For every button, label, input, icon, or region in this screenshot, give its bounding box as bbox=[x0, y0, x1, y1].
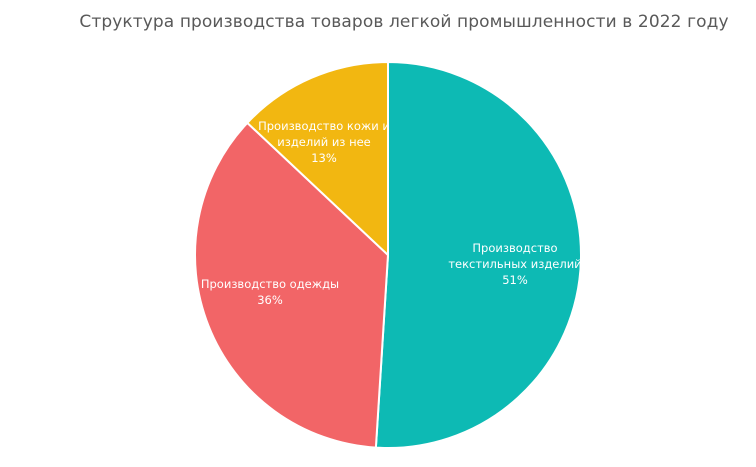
pie-slice-textiles bbox=[374, 60, 582, 449]
slice-label-leather: Производство кожи и изделий из нее 13% bbox=[258, 119, 390, 165]
chart-title: Структура производства товаров легкой пр… bbox=[79, 12, 729, 32]
slice-label-clothing: Производство одежды 36% bbox=[200, 277, 340, 307]
slice-label-textiles: Производство текстильных изделий 51% bbox=[448, 241, 582, 287]
pie-slice-leather bbox=[245, 60, 389, 258]
pie-slice-clothing bbox=[194, 121, 390, 449]
